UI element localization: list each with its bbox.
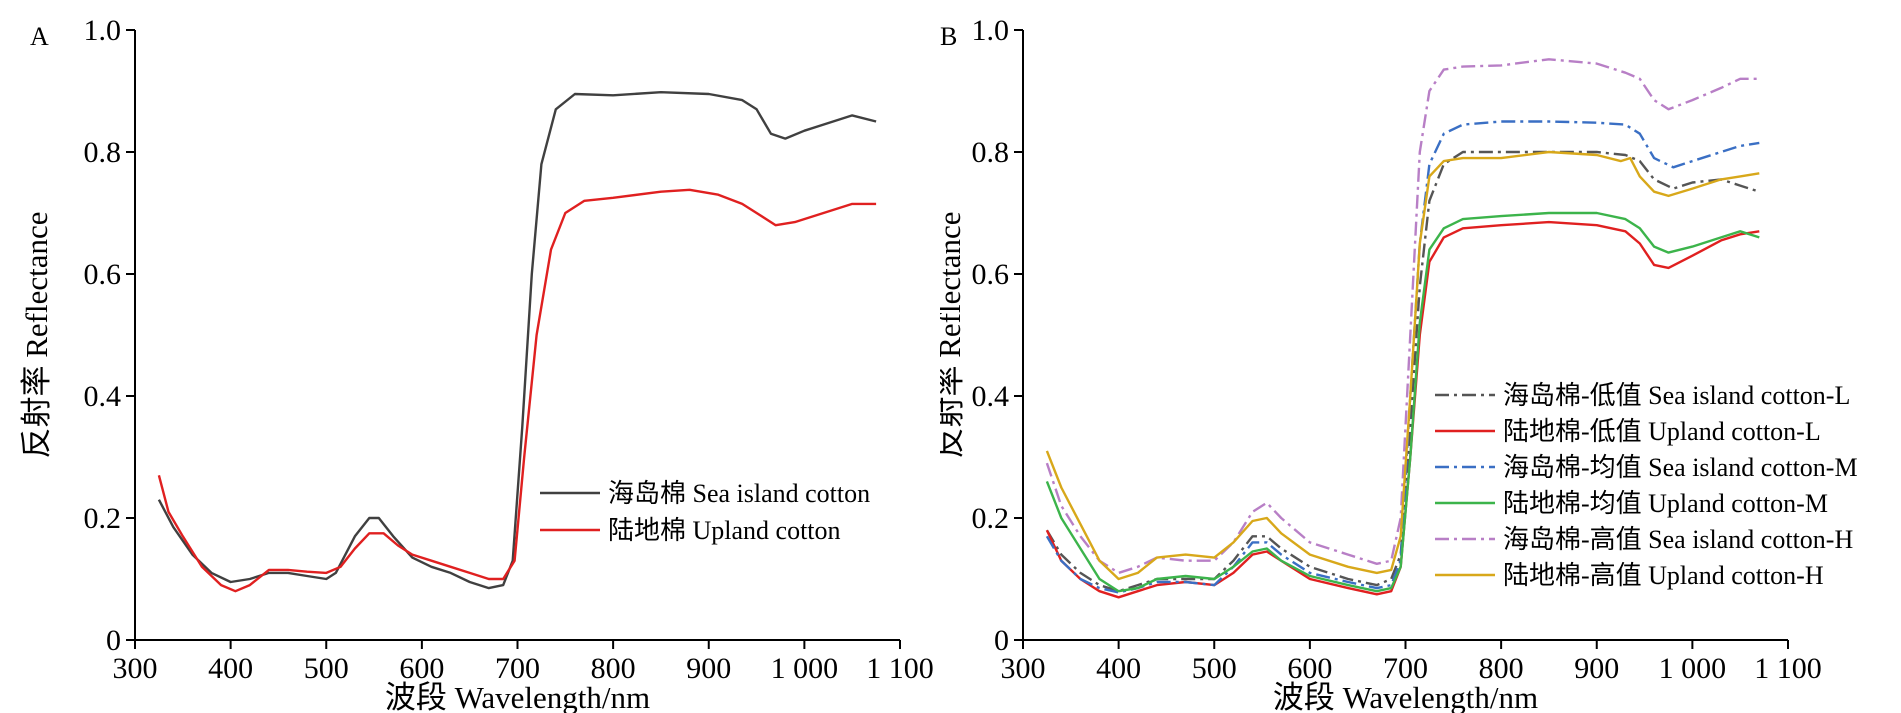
x-tick-label: 700 <box>495 652 540 685</box>
series-line-6 <box>1045 150 1760 581</box>
legend-label-1: 海岛棉 Sea island cotton <box>608 479 870 508</box>
x-tick-label: 800 <box>1479 652 1524 685</box>
series-line-1 <box>157 91 877 590</box>
x-axis-title: 波段 Wavelength/nm <box>1273 680 1538 713</box>
y-tick-label: 0 <box>994 624 1009 657</box>
y-tick-label: 0.4 <box>84 380 122 413</box>
legend-label-1: 海岛棉-低值 Sea island cotton-L <box>1503 381 1850 410</box>
panel-label: A <box>30 22 49 51</box>
y-tick-label: 0.6 <box>972 258 1010 291</box>
legend-label-4: 陆地棉-均值 Upland cotton-M <box>1503 489 1828 518</box>
legend-label-3: 海岛棉-均值 Sea island cotton-M <box>1503 453 1858 482</box>
x-tick-label: 500 <box>304 652 349 685</box>
y-tick-label: 0.2 <box>972 502 1010 535</box>
chart-panel-b: 300 400 500 600 700 800 900 1 000 1 100 0 0.2 0.4 0.… <box>940 0 1901 713</box>
legend-label-6: 陆地棉-高值 Upland cotton-H <box>1503 561 1824 590</box>
y-axis-title: 反射率 Reflectance <box>19 211 54 458</box>
legend-label-2: 陆地棉 Upland cotton <box>608 516 841 545</box>
x-tick-label: 1 100 <box>1754 652 1822 685</box>
x-tick-label: 1 000 <box>771 652 839 685</box>
chart-a-svg: 300 400 500 600 700 800 900 1 000 1 10000.20.40.… <box>19 14 934 713</box>
y-tick-label: 0.8 <box>972 136 1010 169</box>
series-line-1 <box>1045 150 1760 593</box>
y-tick-label: 0.6 <box>84 258 122 291</box>
chart-panel-a: 300 400 500 600 700 800 900 1 000 1 100 0 0.2 0.4 0.… <box>0 0 950 713</box>
chart-b-svg: 300 400 500 600 700 800 900 1 000 1 10000.20.40.… <box>940 14 1858 713</box>
x-tick-label: 1 100 <box>866 652 934 685</box>
x-tick-label: 300 <box>1001 652 1046 685</box>
y-tick-label: 0.2 <box>84 502 122 535</box>
x-tick-label: 400 <box>208 652 253 685</box>
x-tick-label: 900 <box>1574 652 1619 685</box>
x-tick-label: 500 <box>1192 652 1237 685</box>
y-tick-label: 0 <box>106 624 121 657</box>
series-line-2 <box>157 188 877 593</box>
y-tick-label: 1.0 <box>84 14 122 47</box>
series-line-5 <box>1045 58 1760 575</box>
legend-label-2: 陆地棉-低值 Upland cotton-L <box>1503 417 1821 446</box>
x-tick-label: 600 <box>399 652 444 685</box>
y-tick-label: 1.0 <box>972 14 1010 47</box>
x-tick-label: 700 <box>1383 652 1428 685</box>
x-tick-label: 600 <box>1287 652 1332 685</box>
x-tick-label: 300 <box>113 652 158 685</box>
legend-label-5: 海岛棉-高值 Sea island cotton-H <box>1503 525 1853 554</box>
x-axis-title: 波段 Wavelength/nm <box>385 680 650 713</box>
x-tick-label: 900 <box>686 652 731 685</box>
y-tick-label: 0.8 <box>84 136 122 169</box>
x-tick-label: 800 <box>591 652 636 685</box>
y-tick-label: 0.4 <box>972 380 1010 413</box>
panel-label: B <box>940 22 957 51</box>
x-tick-label: 1 000 <box>1659 652 1727 685</box>
series-line-3 <box>1045 120 1760 594</box>
series-line-4 <box>1045 211 1760 593</box>
y-axis-title: 反射率 Reflectance <box>940 211 967 458</box>
x-tick-label: 400 <box>1096 652 1141 685</box>
